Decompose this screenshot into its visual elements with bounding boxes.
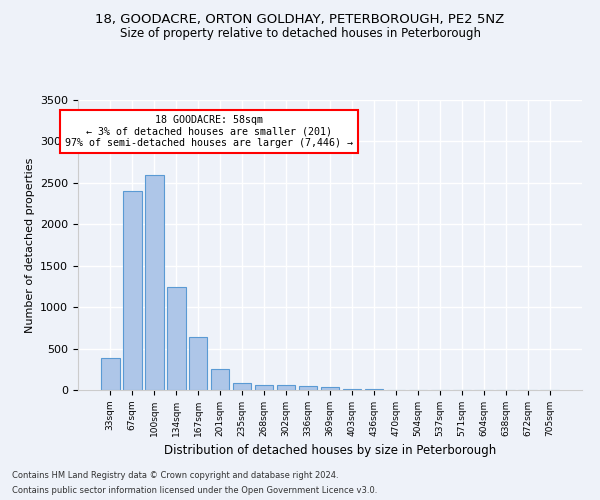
Bar <box>299 386 317 390</box>
Bar <box>343 389 361 390</box>
Bar <box>167 288 185 390</box>
Text: 18, GOODACRE, ORTON GOLDHAY, PETERBOROUGH, PE2 5NZ: 18, GOODACRE, ORTON GOLDHAY, PETERBOROUG… <box>95 12 505 26</box>
Bar <box>145 174 164 390</box>
Text: Size of property relative to detached houses in Peterborough: Size of property relative to detached ho… <box>119 28 481 40</box>
Bar <box>277 385 295 390</box>
Bar <box>123 191 142 390</box>
Text: 18 GOODACRE: 58sqm
← 3% of detached houses are smaller (201)
97% of semi-detache: 18 GOODACRE: 58sqm ← 3% of detached hous… <box>65 115 353 148</box>
Bar <box>320 387 340 390</box>
Bar <box>101 358 119 390</box>
Text: Contains HM Land Registry data © Crown copyright and database right 2024.: Contains HM Land Registry data © Crown c… <box>12 471 338 480</box>
Bar <box>255 385 274 390</box>
Bar <box>189 337 208 390</box>
Bar <box>233 382 251 390</box>
Bar <box>211 370 229 390</box>
X-axis label: Distribution of detached houses by size in Peterborough: Distribution of detached houses by size … <box>164 444 496 458</box>
Y-axis label: Number of detached properties: Number of detached properties <box>25 158 35 332</box>
Text: Contains public sector information licensed under the Open Government Licence v3: Contains public sector information licen… <box>12 486 377 495</box>
